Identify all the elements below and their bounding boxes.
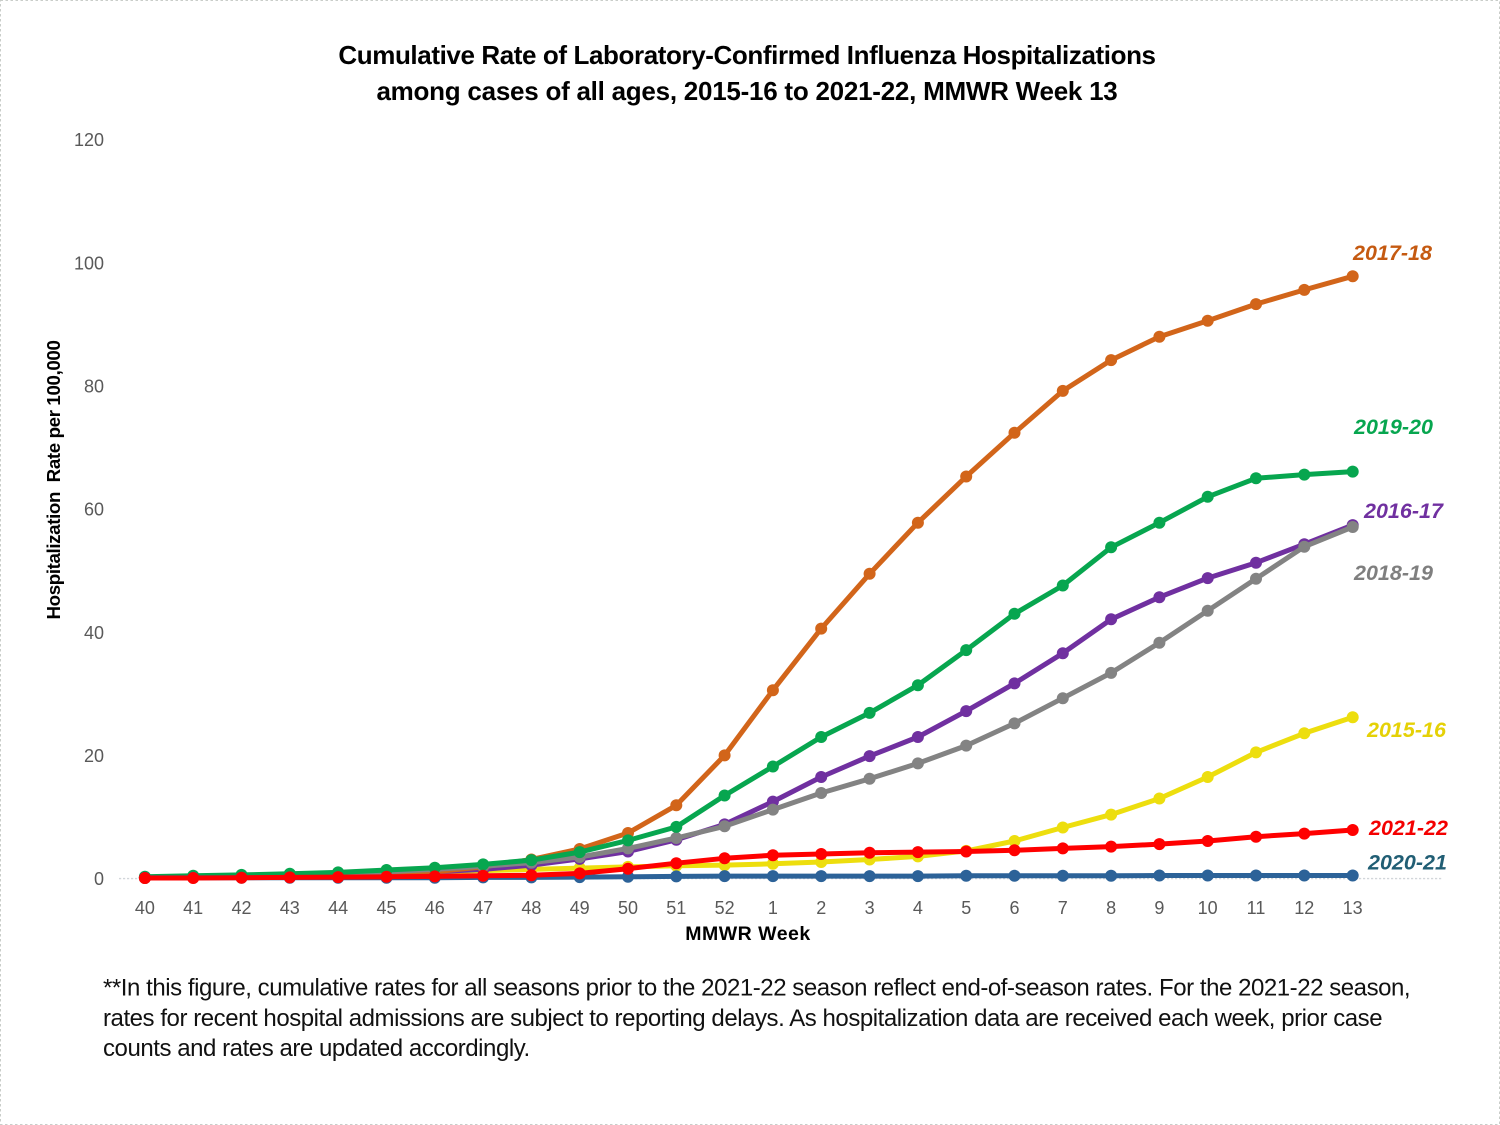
- svg-text:0: 0: [94, 869, 104, 889]
- svg-text:2: 2: [816, 898, 826, 918]
- svg-text:counts and rates are updated a: counts and rates are updated accordingly…: [103, 1035, 530, 1062]
- svg-text:49: 49: [570, 898, 590, 918]
- svg-text:2017-18: 2017-18: [1352, 241, 1432, 265]
- svg-text:100: 100: [74, 253, 104, 273]
- svg-text:7: 7: [1058, 898, 1068, 918]
- svg-text:46: 46: [425, 898, 445, 918]
- svg-text:Cumulative Rate of Laboratory-: Cumulative Rate of Laboratory-Confirmed …: [338, 40, 1155, 70]
- svg-text:11: 11: [1247, 898, 1266, 918]
- svg-text:48: 48: [521, 898, 541, 918]
- svg-text:Hospitalization Rate per 100,: Hospitalization Rate per 100,000: [43, 340, 64, 619]
- svg-text:**In this figure, cumulative r: **In this figure, cumulative rates for a…: [103, 975, 1410, 1002]
- svg-text:1: 1: [768, 898, 778, 918]
- svg-text:50: 50: [618, 898, 638, 918]
- svg-text:44: 44: [328, 898, 348, 918]
- svg-text:2016-17: 2016-17: [1363, 499, 1444, 523]
- svg-text:2021-22: 2021-22: [1368, 816, 1448, 840]
- svg-text:12: 12: [1294, 898, 1314, 918]
- svg-text:13: 13: [1343, 898, 1363, 918]
- svg-text:10: 10: [1198, 898, 1218, 918]
- svg-text:42: 42: [231, 898, 251, 918]
- svg-text:45: 45: [376, 898, 396, 918]
- svg-text:43: 43: [280, 898, 300, 918]
- svg-text:2019-20: 2019-20: [1353, 415, 1433, 439]
- svg-text:8: 8: [1106, 898, 1116, 918]
- svg-text:52: 52: [715, 898, 735, 918]
- svg-text:2018-19: 2018-19: [1353, 561, 1433, 585]
- svg-text:among cases of all ages, 2015-: among cases of all ages, 2015-16 to 2021…: [376, 76, 1117, 106]
- svg-text:rates for recent hospital admi: rates for recent hospital admissions are…: [103, 1005, 1382, 1032]
- svg-text:41: 41: [183, 898, 203, 918]
- svg-text:40: 40: [135, 898, 155, 918]
- svg-text:6: 6: [1009, 898, 1019, 918]
- svg-text:80: 80: [84, 377, 104, 397]
- svg-text:2020-21: 2020-21: [1367, 851, 1447, 875]
- svg-text:2015-16: 2015-16: [1366, 718, 1447, 742]
- svg-text:20: 20: [84, 746, 104, 766]
- svg-text:5: 5: [961, 898, 971, 918]
- svg-text:4: 4: [913, 898, 923, 918]
- svg-text:120: 120: [74, 130, 104, 150]
- svg-text:40: 40: [84, 623, 104, 643]
- svg-text:3: 3: [865, 898, 875, 918]
- svg-text:MMWR Week: MMWR Week: [685, 923, 810, 945]
- svg-text:60: 60: [84, 500, 104, 520]
- svg-text:51: 51: [666, 898, 686, 918]
- svg-text:9: 9: [1154, 898, 1164, 918]
- svg-text:47: 47: [473, 898, 493, 918]
